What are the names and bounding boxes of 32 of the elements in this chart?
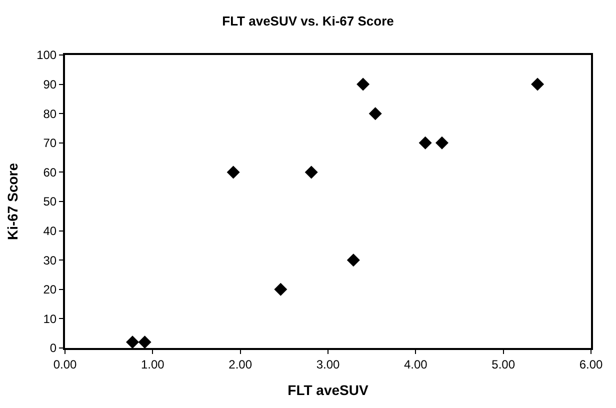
x-tick-label: 4.00 [404,357,428,372]
point [418,136,432,150]
y-axis-title: Ki-67 Score [4,162,21,240]
point [356,78,370,91]
y-tick-label: 0 [50,341,57,356]
y-tick-label: 20 [43,282,57,297]
point [226,166,240,179]
chart-title: FLT aveSUV vs. Ki-67 Score [222,13,394,28]
x-tick-label: 6.00 [579,357,603,372]
x-tick-label: 1.00 [140,357,165,372]
y-tick-label: 30 [43,253,57,268]
y-tick-label: 60 [43,165,57,180]
y-tick-label: 70 [43,136,57,150]
y-tick-label: 10 [43,312,57,326]
point [531,78,544,91]
x-tick-label: 5.00 [492,357,516,372]
x-tick-label: 0.00 [53,357,77,372]
point [274,282,288,296]
point [138,336,152,348]
y-tick-label: 90 [43,78,57,92]
x-axis-title: FLT aveSUV [288,382,369,398]
point [346,254,360,267]
y-tick-label: 80 [43,106,57,121]
point [368,107,382,120]
x-tick-label: 2.00 [228,357,252,372]
x-tick-label: 3.00 [316,357,340,372]
point [435,136,448,150]
y-tick-label: 40 [43,224,57,238]
point [126,336,139,348]
point [304,166,318,179]
y-tick-label: 50 [43,194,57,209]
y-tick-label: 100 [36,48,57,62]
